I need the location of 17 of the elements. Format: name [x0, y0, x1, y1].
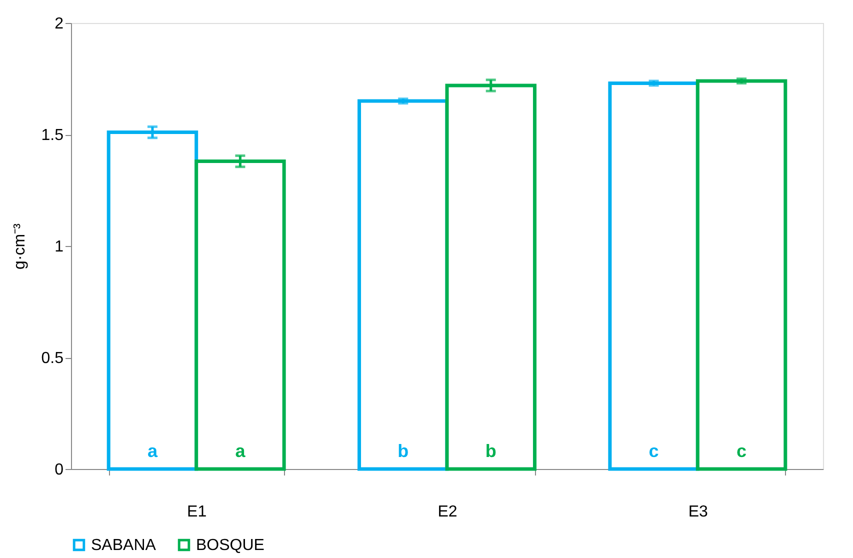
- data-label: b: [398, 441, 409, 461]
- x-tick-label: E1: [187, 504, 207, 520]
- legend-label: BOSQUE: [196, 537, 264, 554]
- data-label: a: [147, 441, 158, 461]
- y-tick-label: 1: [54, 238, 64, 256]
- x-tick-label: E2: [438, 504, 458, 520]
- data-label: c: [736, 441, 747, 461]
- legend-label: SABANA: [91, 537, 156, 554]
- y-tick-label: 1.5: [41, 127, 64, 144]
- y-tick-label: 0.5: [41, 350, 64, 367]
- data-label: b: [485, 441, 496, 461]
- y-tick-label: 0: [54, 462, 64, 478]
- y-tick-label: 2: [54, 16, 64, 32]
- data-label: a: [235, 441, 246, 461]
- data-label: c: [648, 441, 659, 461]
- y-axis-title: g·cm⁻³: [11, 222, 28, 270]
- x-tick-label: E3: [688, 504, 708, 520]
